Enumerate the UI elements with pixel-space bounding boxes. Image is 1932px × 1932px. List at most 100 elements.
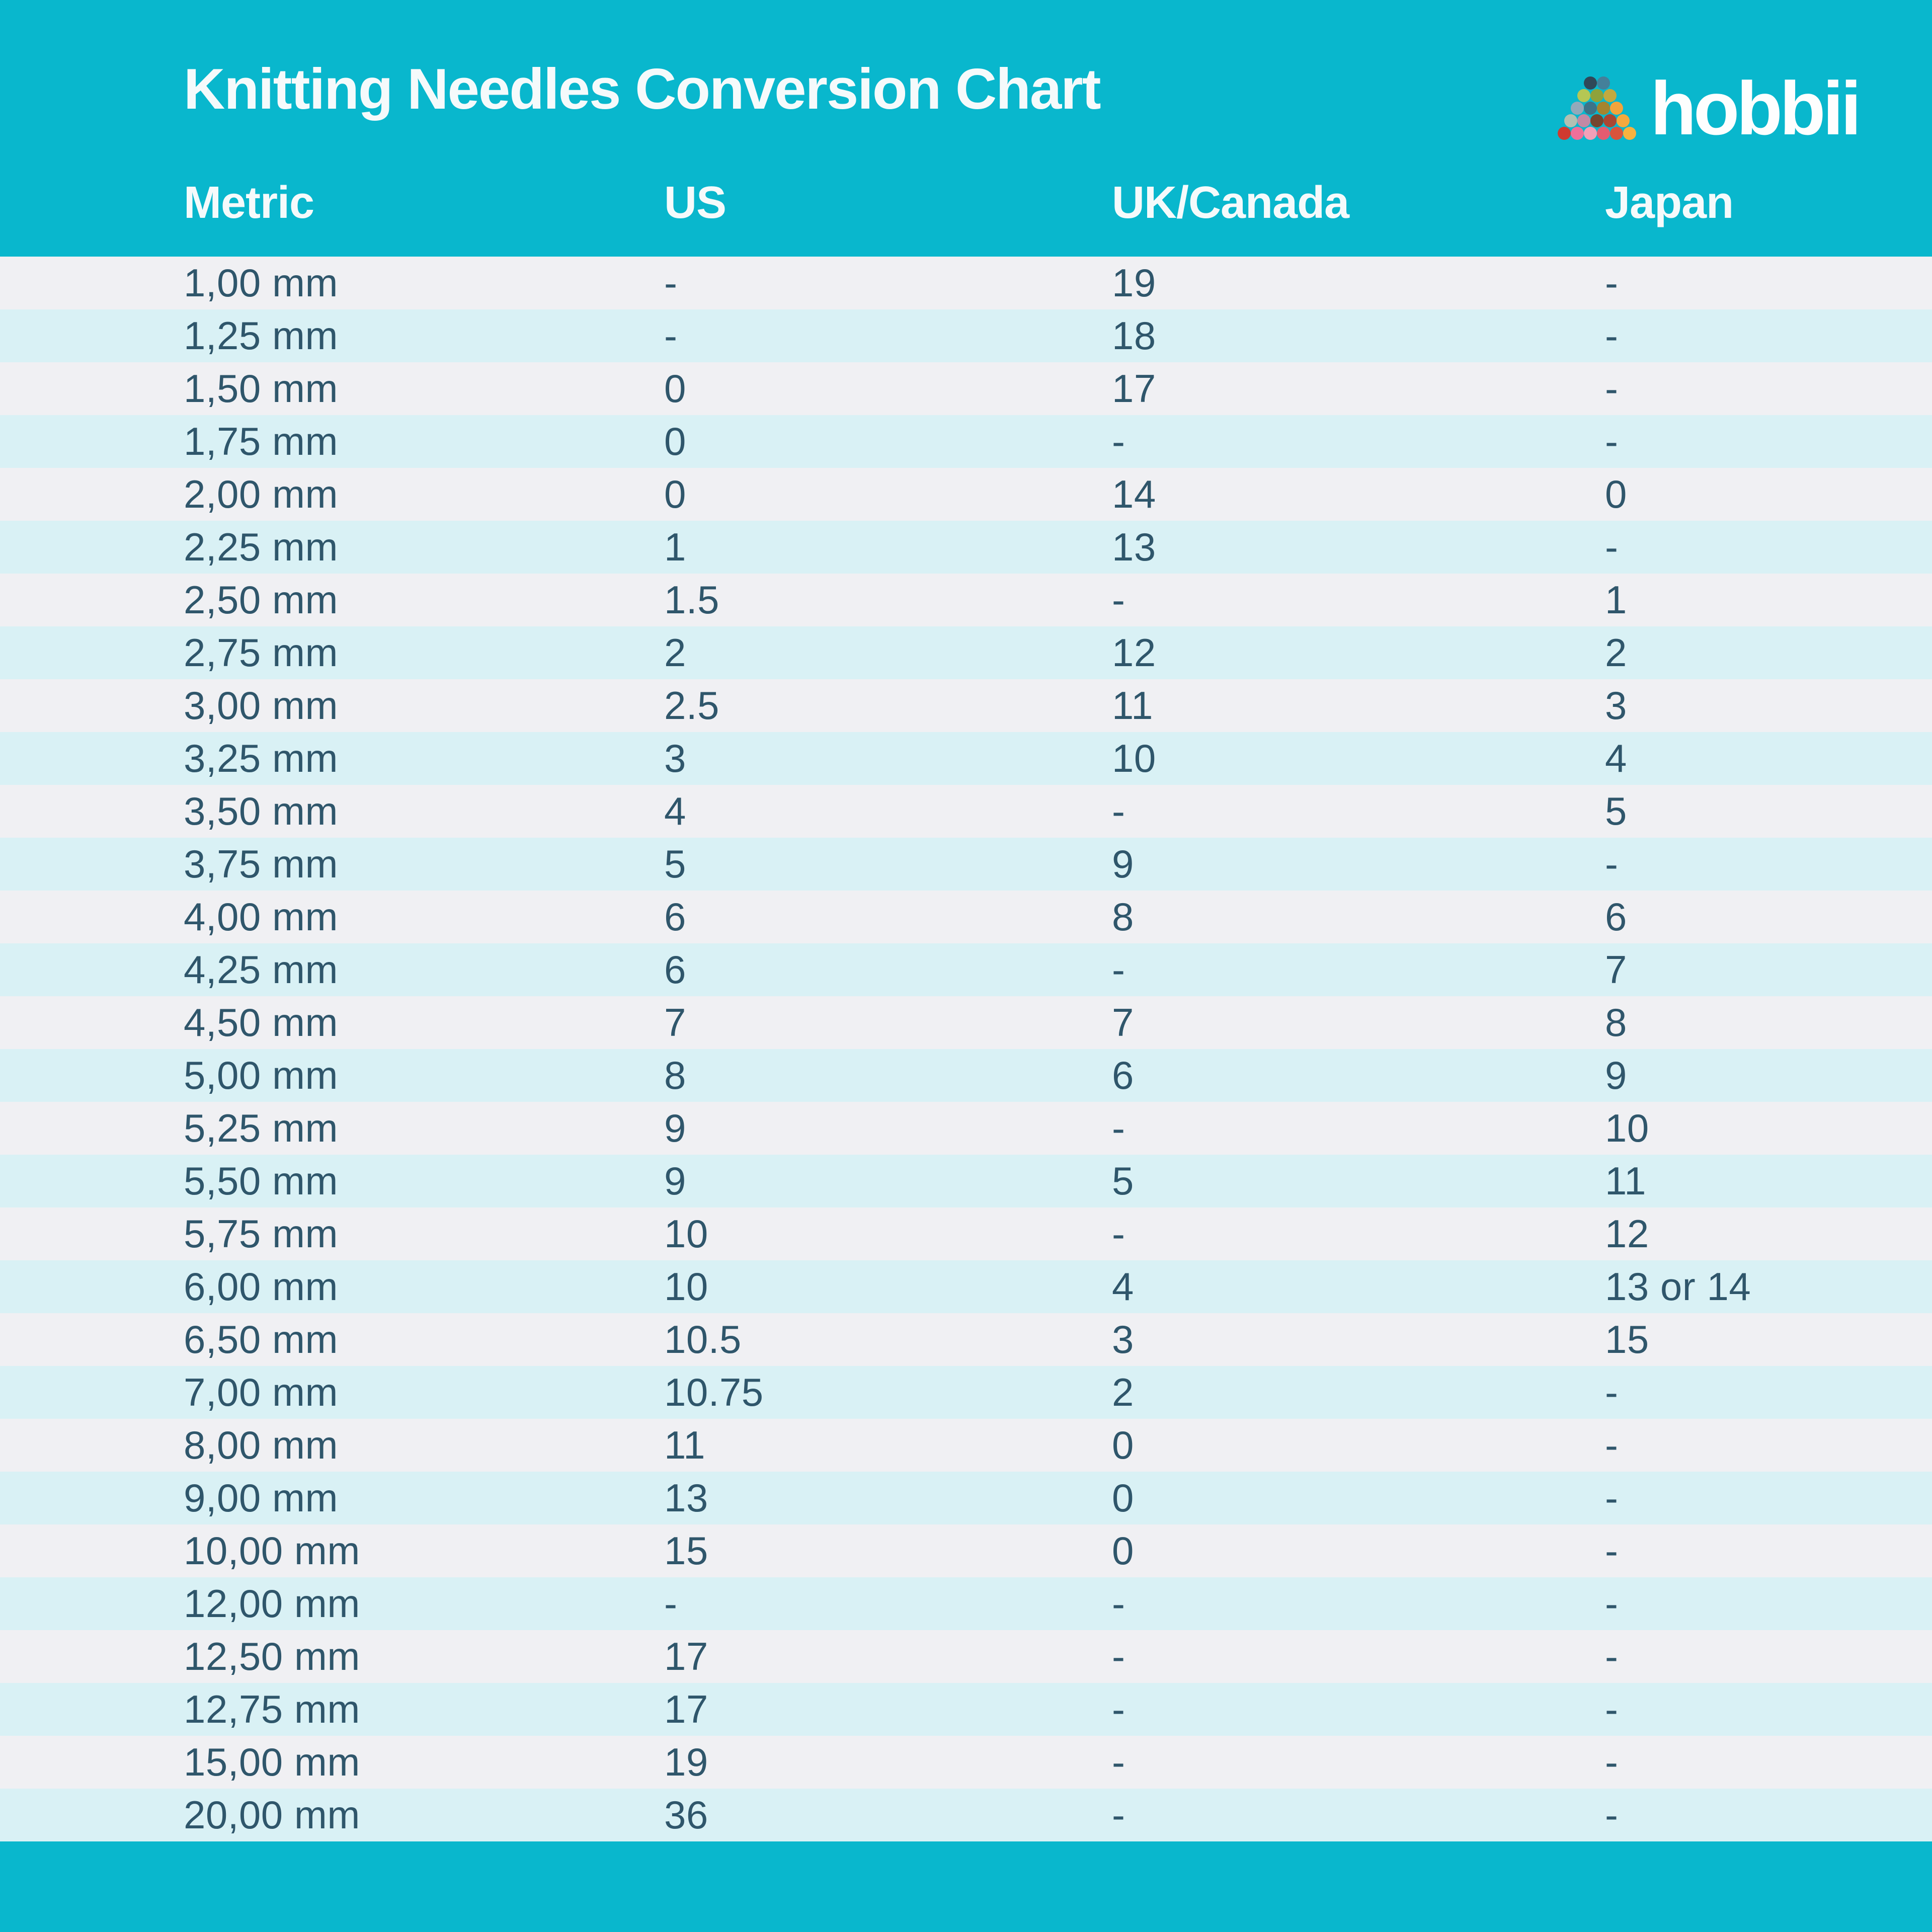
table-cell: 10 [664, 1264, 708, 1309]
table-row: 5,00 mm 8 6 9 [0, 1049, 1932, 1102]
yarn-ball [1590, 114, 1604, 127]
table-cell: 6,00 mm [184, 1264, 338, 1309]
table-cell: 5 [1605, 789, 1627, 833]
table-cell: - [1605, 1370, 1619, 1414]
table-cell: 12,00 mm [184, 1581, 360, 1626]
yarn-ball [1564, 114, 1578, 127]
table-cell: 2 [1112, 1370, 1134, 1414]
table-row: 5,25 mm 9 - 10 [0, 1102, 1932, 1155]
table-row: 1,50 mm 0 17 - [0, 362, 1932, 415]
table-row: 7,00 mm 10.75 2 - [0, 1366, 1932, 1419]
table-cell: - [1112, 1740, 1125, 1784]
yarn-ball [1584, 102, 1597, 115]
table-cell: 2,25 mm [184, 525, 338, 569]
table-cell: - [1605, 1476, 1619, 1520]
table-cell: - [1112, 1687, 1125, 1731]
table-cell: 17 [664, 1634, 708, 1678]
table-cell: 1,00 mm [184, 261, 338, 305]
table-cell: 9 [664, 1159, 686, 1203]
table-row: 2,25 mm 1 13 - [0, 521, 1932, 574]
table-cell: 7 [1112, 1000, 1134, 1044]
table-cell: 9,00 mm [184, 1476, 338, 1520]
table-cell: 1,25 mm [184, 313, 338, 358]
table-cell: 9 [1112, 842, 1134, 886]
table-cell: - [1605, 313, 1619, 358]
table-cell: 4 [1112, 1264, 1134, 1309]
table-cell: - [1112, 1581, 1125, 1626]
table-cell: - [1605, 1740, 1619, 1784]
table-cell: 0 [1112, 1476, 1134, 1520]
table-row: 2,75 mm 2 12 2 [0, 626, 1932, 679]
table-cell: 0 [664, 472, 686, 516]
yarn-pyramid-icon [1558, 76, 1637, 140]
table-cell: 5,50 mm [184, 1159, 338, 1203]
table-cell: 9 [1605, 1053, 1627, 1097]
table-cell: 7 [1605, 947, 1627, 992]
table-row: 4,50 mm 7 7 8 [0, 996, 1932, 1049]
table-row: 5,50 mm 9 5 11 [0, 1155, 1932, 1208]
table-row: 1,75 mm 0 - - [0, 415, 1932, 468]
table-cell: - [1605, 261, 1619, 305]
table-cell: - [1605, 366, 1619, 411]
table-cell: 10.5 [664, 1317, 742, 1361]
table-cell: 17 [664, 1687, 708, 1731]
table-cell: 4,25 mm [184, 947, 338, 992]
table-cell: - [1605, 419, 1619, 463]
yarn-ball [1603, 114, 1617, 127]
table-cell: 0 [1605, 472, 1627, 516]
table-cell: 7 [664, 1000, 686, 1044]
table-cell: 10 [664, 1212, 708, 1256]
table-row: 5,75 mm 10 - 12 [0, 1208, 1932, 1260]
column-header-us: US [664, 178, 727, 228]
table-row: 3,25 mm 3 10 4 [0, 732, 1932, 785]
table-cell: - [1605, 1581, 1619, 1626]
table-cell: - [1112, 789, 1125, 833]
table-row: 2,00 mm 0 14 0 [0, 468, 1932, 521]
table-cell: 1 [1605, 578, 1627, 622]
table-cell: 4 [664, 789, 686, 833]
table-cell: 2,50 mm [184, 578, 338, 622]
table-cell: 0 [1112, 1528, 1134, 1573]
column-header-uk-canada: UK/Canada [1112, 178, 1349, 228]
table-cell: - [1112, 1212, 1125, 1256]
table-cell: 10 [1605, 1106, 1649, 1150]
table-cell: 6 [1605, 895, 1627, 939]
table-body: 1,00 mm -19-1,25 mm -18-1,50 mm 0 17-1,75 mm… [0, 257, 1932, 1841]
table-cell: 18 [1112, 313, 1156, 358]
table-cell: - [1605, 1423, 1619, 1467]
table-cell: - [1605, 1634, 1619, 1678]
table-cell: 8 [1605, 1000, 1627, 1044]
column-header-metric: Metric [184, 178, 314, 228]
table-cell: - [1605, 1793, 1619, 1837]
table-cell: - [1605, 842, 1619, 886]
table-cell: 11 [664, 1423, 705, 1467]
yarn-ball [1558, 127, 1571, 140]
table-cell: 5 [664, 842, 686, 886]
table-cell: 17 [1112, 366, 1156, 411]
table-cell: 6 [664, 947, 686, 992]
table-cell: 5 [1112, 1159, 1134, 1203]
table-cell: 4,00 mm [184, 895, 338, 939]
table-cell: 8 [664, 1053, 686, 1097]
column-header-row: Metric US UK/Canada Japan [0, 177, 1932, 229]
table-cell: 12,75 mm [184, 1687, 360, 1731]
table-cell: - [1112, 1106, 1125, 1150]
yarn-ball [1577, 114, 1591, 127]
table-cell: 3,50 mm [184, 789, 338, 833]
table-cell: 14 [1112, 472, 1156, 516]
table-cell: - [1112, 1793, 1125, 1837]
table-cell: - [1112, 1634, 1125, 1678]
table-cell: - [1112, 578, 1125, 622]
table-cell: 15 [1605, 1317, 1649, 1361]
table-cell: 3 [664, 736, 686, 780]
yarn-ball [1597, 76, 1611, 90]
table-row: 12,75 mm 17 - - [0, 1683, 1932, 1736]
table-cell: 19 [1112, 261, 1156, 305]
table-cell: 36 [664, 1793, 708, 1837]
table-cell: 5,00 mm [184, 1053, 338, 1097]
hobbii-wordmark: hobbii [1650, 66, 1862, 150]
table-cell: 13 [664, 1476, 708, 1520]
table-cell: 7,00 mm [184, 1370, 338, 1414]
table-cell: 6 [1112, 1053, 1134, 1097]
